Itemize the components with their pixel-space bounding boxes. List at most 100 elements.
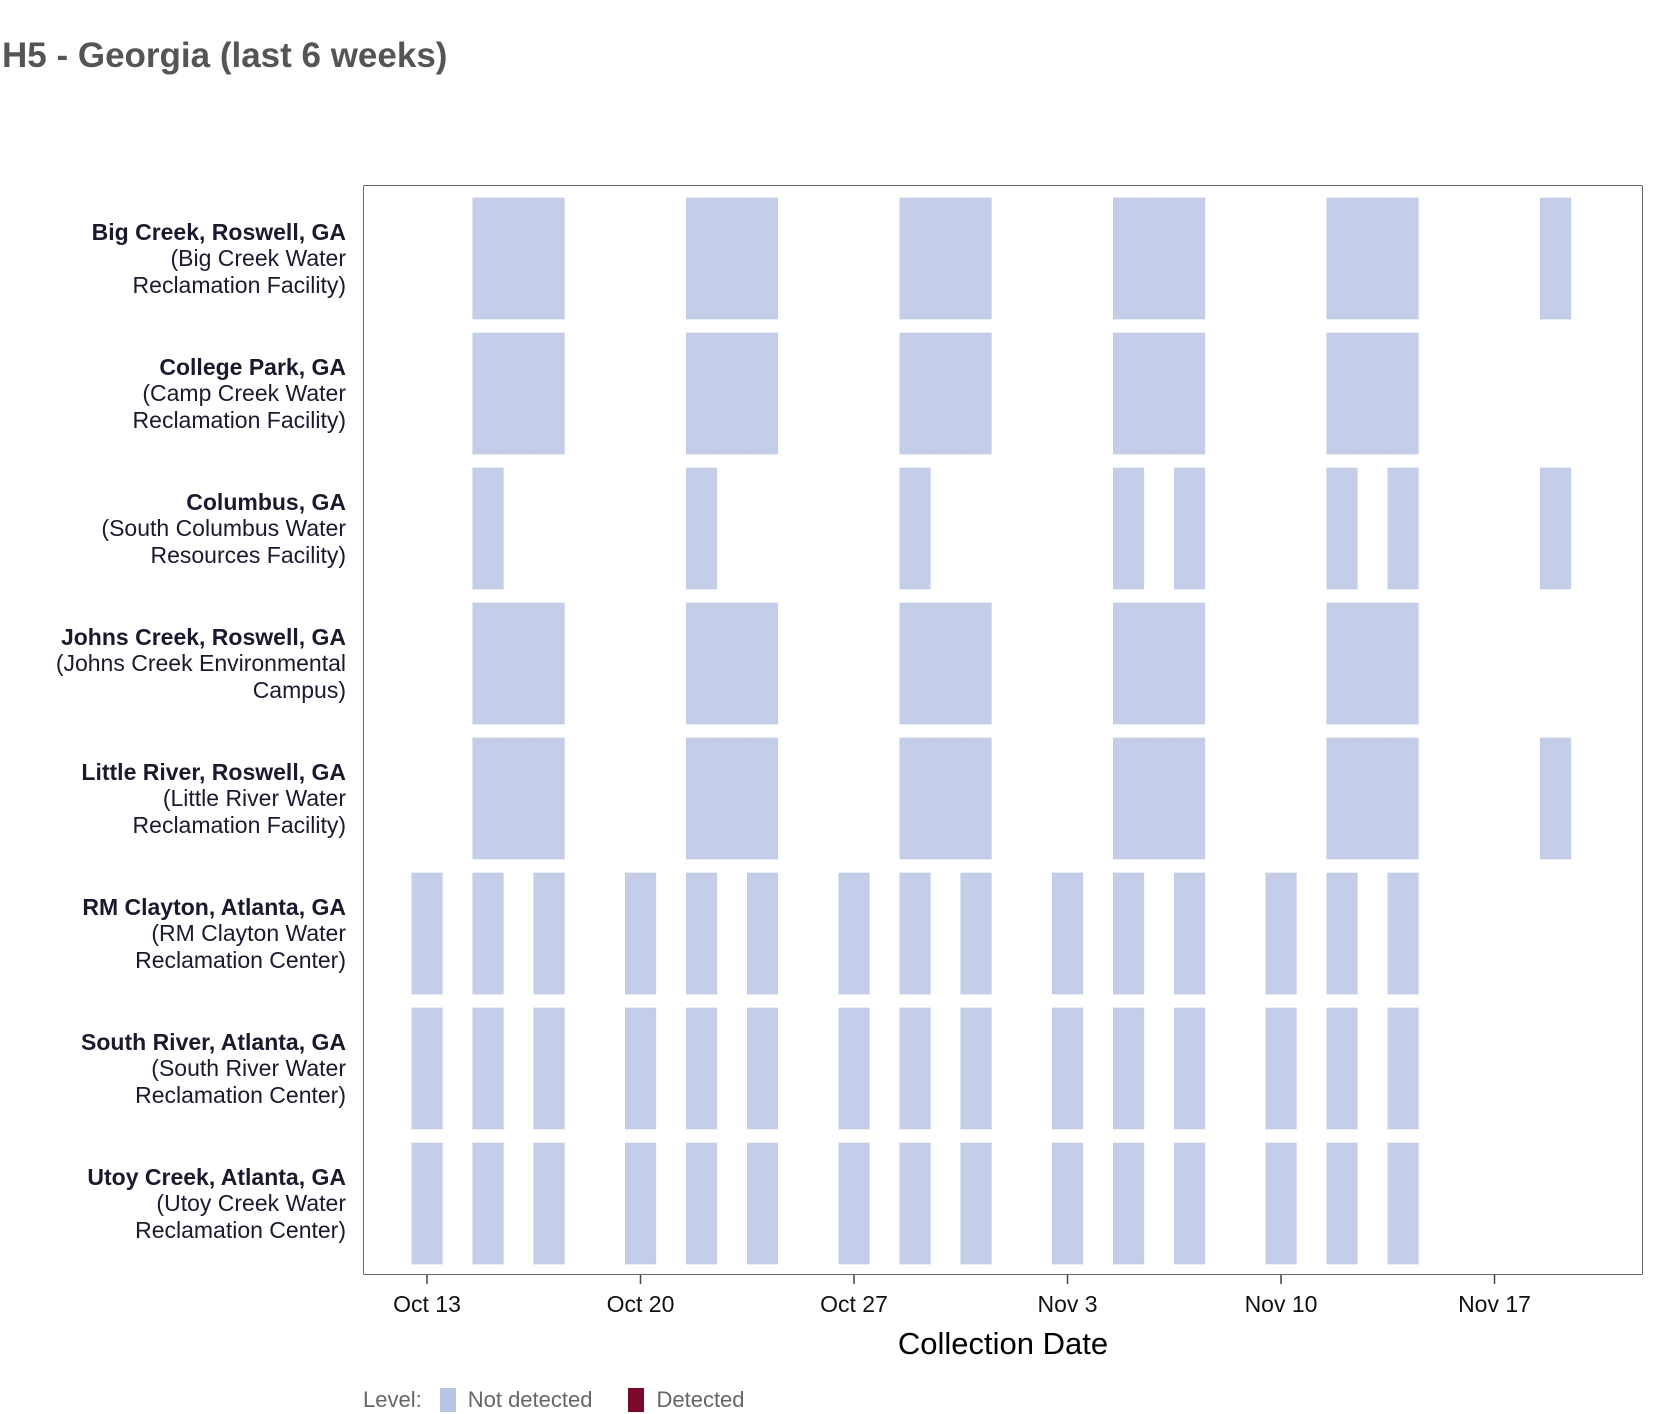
heatmap-cell bbox=[533, 197, 565, 320]
heatmap-cell bbox=[624, 1007, 657, 1130]
heatmap-cell bbox=[1387, 332, 1419, 455]
legend-item-detected: Detected bbox=[610, 1387, 762, 1413]
heatmap-cell bbox=[1357, 602, 1389, 725]
heatmap-cell bbox=[746, 332, 779, 455]
heatmap-cell bbox=[472, 332, 504, 455]
heatmap-cell bbox=[1113, 737, 1145, 860]
heatmap-cell bbox=[1143, 332, 1175, 455]
heatmap-cell bbox=[533, 332, 565, 455]
heatmap-cell bbox=[1387, 737, 1419, 860]
legend-title: Level: bbox=[363, 1387, 422, 1412]
heatmap-cell bbox=[960, 872, 992, 995]
site-facility: (Johns Creek Environmental Campus) bbox=[55, 650, 346, 703]
site-facility: (Utoy Creek Water Reclamation Center) bbox=[135, 1190, 346, 1243]
heatmap-cell bbox=[1113, 1142, 1145, 1265]
heatmap-cell bbox=[1540, 737, 1572, 860]
heatmap-cell bbox=[1326, 737, 1358, 860]
site-name: RM Clayton, Atlanta, GA bbox=[82, 893, 346, 920]
x-axis-title: Collection Date bbox=[897, 1326, 1109, 1361]
heatmap-cell bbox=[1387, 467, 1419, 590]
heatmap-cell bbox=[685, 467, 718, 590]
x-tick-label: Nov 3 bbox=[1037, 1291, 1097, 1317]
chart-title: H5 - Georgia (last 6 weeks) bbox=[2, 36, 448, 75]
heatmap-cell bbox=[1052, 1142, 1084, 1265]
site-label: RM Clayton, Atlanta, GA (RM Clayton Water… bbox=[46, 894, 346, 974]
site-facility: (Camp Creek Water Reclamation Facility) bbox=[132, 380, 346, 433]
heatmap-cell bbox=[1113, 197, 1145, 320]
heatmap-cell bbox=[1326, 602, 1358, 725]
heatmap-cell bbox=[685, 1007, 718, 1130]
heatmap-cell bbox=[1326, 467, 1358, 590]
heatmap-cell bbox=[960, 332, 992, 455]
heatmap-cell bbox=[1174, 197, 1206, 320]
heatmap-cell bbox=[533, 737, 565, 860]
heatmap-cell bbox=[411, 1007, 443, 1130]
heatmap-cell bbox=[472, 467, 504, 590]
heatmap-cell bbox=[685, 737, 718, 860]
heatmap-cell bbox=[838, 1142, 870, 1265]
heatmap-cell bbox=[502, 737, 535, 860]
heatmap-cell bbox=[899, 332, 931, 455]
legend-label-detected: Detected bbox=[656, 1387, 745, 1412]
heatmap-cell bbox=[1387, 197, 1419, 320]
site-name: South River, Atlanta, GA bbox=[81, 1028, 346, 1055]
plot-area bbox=[363, 185, 1643, 1275]
heatmap-cell bbox=[472, 602, 504, 725]
heatmap-cell bbox=[533, 872, 565, 995]
heatmap-cell bbox=[685, 197, 718, 320]
heatmap-cell bbox=[472, 872, 504, 995]
heatmap-cell bbox=[716, 332, 748, 455]
heatmap-cell bbox=[716, 602, 748, 725]
heatmap-cell bbox=[1174, 602, 1206, 725]
heatmap-cell bbox=[746, 197, 779, 320]
heatmap-cell bbox=[1326, 197, 1358, 320]
heatmap-cell bbox=[411, 872, 443, 995]
site-name: Utoy Creek, Atlanta, GA bbox=[87, 1163, 346, 1190]
x-tick-label: Oct 27 bbox=[820, 1291, 888, 1317]
heatmap-cell bbox=[502, 332, 535, 455]
heatmap-cell bbox=[1540, 467, 1572, 590]
heatmap-cell bbox=[716, 197, 748, 320]
heatmap-cell bbox=[838, 1007, 870, 1130]
heatmap-cell bbox=[472, 1007, 504, 1130]
heatmap-cell bbox=[1052, 872, 1084, 995]
heatmap-cell bbox=[929, 602, 962, 725]
heatmap-cell bbox=[899, 467, 931, 590]
heatmap-cell bbox=[1143, 602, 1175, 725]
heatmap-cell bbox=[960, 602, 992, 725]
heatmap-cell bbox=[1174, 1007, 1206, 1130]
heatmap-cell bbox=[929, 737, 962, 860]
site-name: Big Creek, Roswell, GA bbox=[91, 218, 346, 245]
heatmap-cell bbox=[1387, 1007, 1419, 1130]
heatmap-cell bbox=[1143, 737, 1175, 860]
legend-label-not-detected: Not detected bbox=[467, 1387, 593, 1412]
heatmap-cell bbox=[899, 1007, 931, 1130]
x-tick-label: Nov 17 bbox=[1458, 1291, 1531, 1317]
heatmap-cell bbox=[685, 872, 718, 995]
heatmap-cell bbox=[411, 1142, 443, 1265]
heatmap-cell bbox=[899, 872, 931, 995]
heatmap-cell bbox=[1113, 602, 1145, 725]
x-tick-label: Nov 10 bbox=[1245, 1291, 1318, 1317]
heatmap-cell bbox=[472, 1142, 504, 1265]
heatmap-cell bbox=[685, 602, 718, 725]
heatmap-cell bbox=[899, 197, 931, 320]
site-name: Little River, Roswell, GA bbox=[81, 758, 346, 785]
site-facility: (South Columbus Water Resources Facility… bbox=[101, 515, 346, 568]
heatmap-cell bbox=[1113, 1007, 1145, 1130]
heatmap-cell bbox=[685, 332, 718, 455]
heatmap-cell bbox=[1357, 737, 1389, 860]
heatmap-cell bbox=[929, 332, 962, 455]
heatmap-cell bbox=[1113, 332, 1145, 455]
heatmap-cell bbox=[472, 197, 504, 320]
heatmap-cell bbox=[533, 1007, 565, 1130]
heatmap-cell bbox=[1174, 1142, 1206, 1265]
heatmap-cell bbox=[1052, 1007, 1084, 1130]
heatmap-cell bbox=[960, 1007, 992, 1130]
heatmap-cell bbox=[899, 602, 931, 725]
site-name: College Park, GA bbox=[159, 353, 346, 380]
site-label: South River, Atlanta, GA (South River Wat… bbox=[46, 1029, 346, 1109]
heatmap-cell bbox=[960, 1142, 992, 1265]
site-facility: (RM Clayton Water Reclamation Center) bbox=[135, 920, 346, 973]
